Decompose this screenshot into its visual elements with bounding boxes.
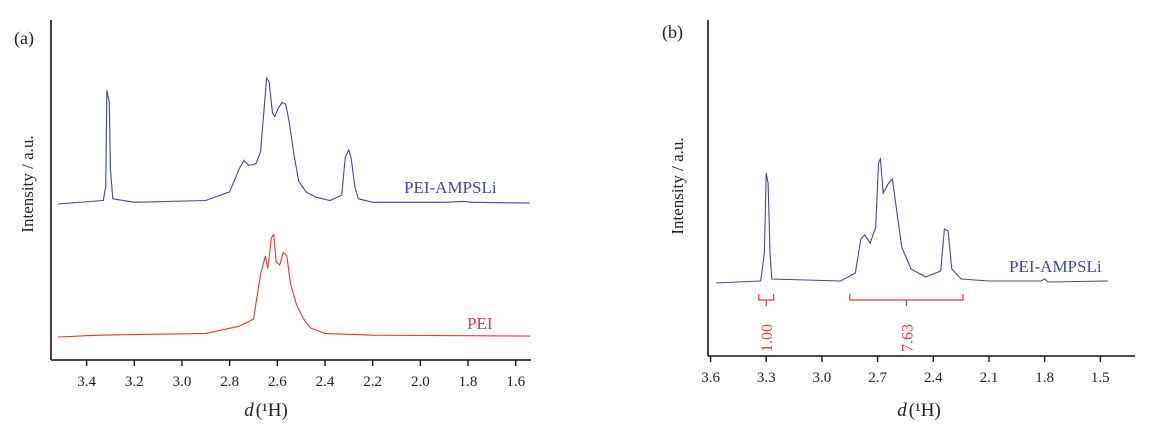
panel-b-integration-bracket-1 (849, 294, 964, 301)
panel-b-series-label-pei-ampsli: PEI-AMPSLi (1009, 257, 1102, 276)
panel-a-x-tick-label-3: 2.8 (220, 374, 239, 390)
panel-a-series-label-pei: PEI (467, 314, 493, 333)
panel-a-x-tick-label-2: 3.0 (173, 374, 192, 390)
panel-b-series (716, 156, 1108, 284)
panel-b-y-axis-title: Intensity / a.u. (668, 137, 687, 234)
panel-b: (b) Intensity / a.u. 3.6 3.3 3.0 2.7 2.4 2.1 1… (662, 20, 1135, 421)
panel-a-x-tick-label-8: 1.8 (459, 374, 478, 390)
panel-a-series (57, 76, 531, 338)
panel-b-integration-value-0: 1.00 (759, 324, 776, 352)
panel-b-label: (b) (662, 22, 683, 43)
panel-a-x-tick-label-6: 2.2 (363, 374, 382, 390)
panel-a: (a) Intensity / a.u. 3.4 3.2 3.0 2.8 2.6 2.4 2… (14, 20, 531, 421)
panel-a-label: (a) (14, 28, 34, 49)
panel-a-x-axis-title-symbol: d (244, 400, 254, 421)
panel-b-x-axis-title: d (¹H) (897, 400, 941, 421)
panel-b-integrations: 1.00 7.63 (758, 294, 964, 352)
panel-a-x-tick-label-4: 2.6 (268, 374, 287, 390)
panel-b-integration-value-1: 7.63 (899, 324, 916, 352)
panel-b-x-tick-label-5: 2.1 (980, 370, 999, 386)
panel-b-x-ticks: 3.6 3.3 3.0 2.7 2.4 2.1 1.8 1.5 (701, 356, 1110, 386)
panel-b-x-tick-label-2: 3.0 (813, 370, 832, 386)
panel-a-x-tick-label-1: 3.2 (125, 374, 144, 390)
panel-a-x-tick-label-9: 1.6 (506, 374, 525, 390)
panel-b-x-axis-title-symbol: d (897, 400, 907, 421)
panel-b-x-tick-label-3: 2.7 (868, 370, 887, 386)
panel-b-x-tick-label-7: 1.5 (1091, 370, 1110, 386)
panel-b-x-tick-label-6: 1.8 (1035, 370, 1054, 386)
panel-a-x-ticks: 3.4 3.2 3.0 2.8 2.6 2.4 2.2 2.0 1.8 1.6 (77, 360, 526, 390)
panel-a-x-axis-title-unit: (¹H) (256, 400, 288, 421)
panel-b-x-axis-title-unit: (¹H) (909, 400, 941, 421)
panel-a-x-tick-label-0: 3.4 (77, 374, 96, 390)
panel-a-series-pei-ampsli (57, 76, 531, 205)
panel-a-x-tick-label-5: 2.4 (316, 374, 335, 390)
panel-a-series-label-pei-ampsli: PEI-AMPSLi (404, 178, 497, 197)
panel-a-x-tick-label-7: 2.0 (411, 374, 430, 390)
panel-a-series-pei (57, 232, 531, 338)
panel-b-x-tick-label-4: 2.4 (924, 370, 943, 386)
panel-b-x-tick-label-0: 3.6 (701, 370, 720, 386)
panel-b-series-pei-ampsli (716, 156, 1108, 284)
panel-b-x-tick-label-1: 3.3 (757, 370, 776, 386)
panel-a-x-axis-title: d (¹H) (244, 400, 288, 421)
panel-b-integration-bracket-0 (758, 294, 775, 301)
panel-a-y-axis-title: Intensity / a.u. (18, 135, 37, 232)
